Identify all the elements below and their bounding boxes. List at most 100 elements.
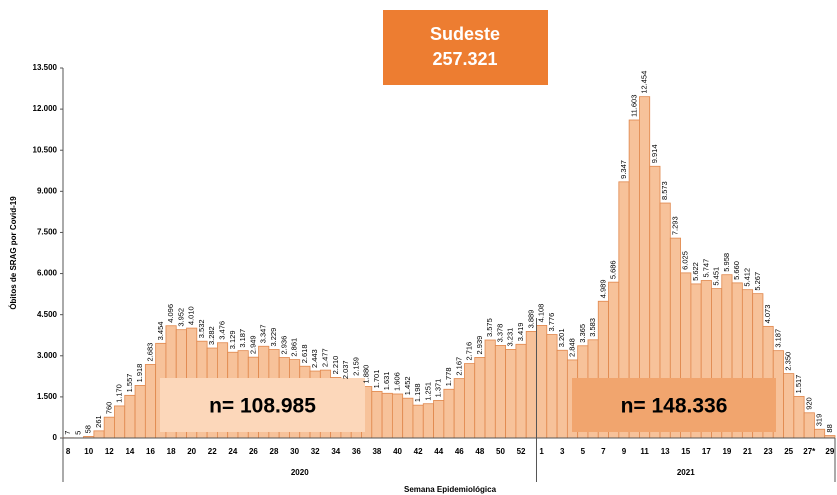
value-label: 2.350 bbox=[784, 352, 793, 371]
value-label: 7 bbox=[63, 431, 72, 435]
value-label: 920 bbox=[804, 397, 813, 410]
bar bbox=[134, 385, 146, 439]
value-label: 1.517 bbox=[794, 375, 803, 394]
x-tick-label: 17 bbox=[702, 447, 711, 456]
value-label: 3.454 bbox=[156, 322, 165, 341]
x-tick-label: 26 bbox=[249, 447, 258, 456]
x-tick-label: 1 bbox=[539, 447, 544, 456]
value-label: 1.170 bbox=[115, 384, 124, 403]
title-box bbox=[383, 10, 548, 85]
x-tick-label: 8 bbox=[66, 447, 71, 456]
y-tick-label: 12.000 bbox=[33, 104, 58, 113]
x-tick-label: 30 bbox=[290, 447, 299, 456]
value-label: 1.557 bbox=[125, 374, 134, 393]
value-label: 2.939 bbox=[475, 336, 484, 355]
value-label: 1.198 bbox=[413, 383, 422, 402]
bar bbox=[371, 390, 383, 439]
x-tick-label: 46 bbox=[455, 447, 464, 456]
value-label: 3.532 bbox=[197, 319, 206, 338]
value-label: 5.267 bbox=[753, 272, 762, 291]
bar bbox=[381, 392, 393, 439]
value-label: 3.231 bbox=[506, 328, 515, 347]
value-label: 4.108 bbox=[537, 304, 546, 323]
y-tick-label: 3.000 bbox=[37, 351, 58, 360]
value-label: 2.443 bbox=[310, 349, 319, 368]
value-label: 5.412 bbox=[742, 268, 751, 287]
value-label: 5.660 bbox=[732, 261, 741, 280]
value-label: 2.477 bbox=[320, 348, 329, 367]
x-tick-label: 16 bbox=[146, 447, 155, 456]
bar bbox=[124, 394, 136, 439]
y-tick-label: 9.000 bbox=[37, 186, 58, 195]
value-label: 1.371 bbox=[434, 379, 443, 398]
value-label: 5 bbox=[73, 431, 82, 435]
value-label: 2.716 bbox=[465, 342, 474, 361]
x-tick-label: 25 bbox=[784, 447, 793, 456]
bar bbox=[422, 403, 434, 439]
value-label: 5.686 bbox=[609, 260, 618, 279]
value-label: 5.747 bbox=[701, 259, 710, 278]
annotation-box bbox=[160, 378, 365, 432]
x-tick-label: 27* bbox=[803, 447, 816, 456]
chart-title: Sudeste bbox=[430, 24, 500, 44]
x-tick-label: 44 bbox=[434, 447, 443, 456]
bar bbox=[515, 343, 527, 439]
value-label: 3.187 bbox=[238, 329, 247, 348]
value-label: 1.918 bbox=[135, 364, 144, 383]
y-tick-label: 0 bbox=[53, 433, 58, 442]
y-tick-label: 13.500 bbox=[33, 63, 58, 72]
bar bbox=[453, 378, 465, 439]
x-tick-label: 34 bbox=[331, 447, 340, 456]
value-label: 1.701 bbox=[372, 370, 381, 389]
x-tick-label: 40 bbox=[393, 447, 402, 456]
x-tick-label: 20 bbox=[187, 447, 196, 456]
bar bbox=[464, 363, 476, 439]
value-label: 5.622 bbox=[691, 262, 700, 281]
x-tick-label: 24 bbox=[228, 447, 237, 456]
value-label: 3.187 bbox=[773, 329, 782, 348]
value-label: 2.618 bbox=[300, 344, 309, 363]
bar bbox=[103, 416, 115, 439]
value-label: 1.880 bbox=[362, 365, 371, 384]
value-label: 2.167 bbox=[454, 357, 463, 376]
value-label: 4.010 bbox=[187, 306, 196, 325]
value-label: 261 bbox=[94, 415, 103, 428]
value-label: 3.282 bbox=[207, 326, 216, 345]
x-tick-label: 12 bbox=[105, 447, 114, 456]
x-tick-label: 3 bbox=[560, 447, 565, 456]
y-tick-label: 10.500 bbox=[33, 145, 58, 154]
value-label: 11.603 bbox=[629, 95, 638, 117]
value-label: 2.210 bbox=[331, 356, 340, 375]
x-tick-label: 29 bbox=[825, 447, 834, 456]
bar bbox=[433, 400, 445, 439]
value-label: 2.683 bbox=[145, 343, 154, 362]
value-label: 3.889 bbox=[526, 310, 535, 329]
x-tick-label: 5 bbox=[581, 447, 586, 456]
value-label: 2.037 bbox=[341, 360, 350, 379]
value-label: 9.914 bbox=[650, 145, 659, 164]
bar bbox=[814, 428, 826, 439]
value-label: 5.958 bbox=[722, 253, 731, 272]
x-axis-label: Semana Epidemiológica bbox=[404, 485, 497, 494]
year-label: 2020 bbox=[291, 468, 309, 477]
x-tick-label: 23 bbox=[764, 447, 773, 456]
bar bbox=[402, 397, 414, 439]
value-label: 12.454 bbox=[640, 71, 649, 94]
bar bbox=[443, 388, 455, 439]
bar bbox=[536, 325, 548, 439]
x-tick-label: 28 bbox=[270, 447, 279, 456]
value-label: 1.778 bbox=[444, 367, 453, 386]
value-label: 88 bbox=[825, 424, 834, 432]
annotation-box bbox=[572, 378, 776, 432]
x-tick-label: 18 bbox=[167, 447, 176, 456]
value-label: 7.293 bbox=[670, 216, 679, 235]
value-label: 3.776 bbox=[547, 313, 556, 332]
bar bbox=[505, 349, 517, 439]
y-tick-label: 1.500 bbox=[37, 392, 58, 401]
annotation: n= 108.985 bbox=[209, 395, 316, 418]
y-tick-label: 7.500 bbox=[37, 228, 58, 237]
bar bbox=[484, 339, 496, 439]
value-label: 1.631 bbox=[382, 372, 391, 391]
value-label: 3.575 bbox=[485, 318, 494, 337]
